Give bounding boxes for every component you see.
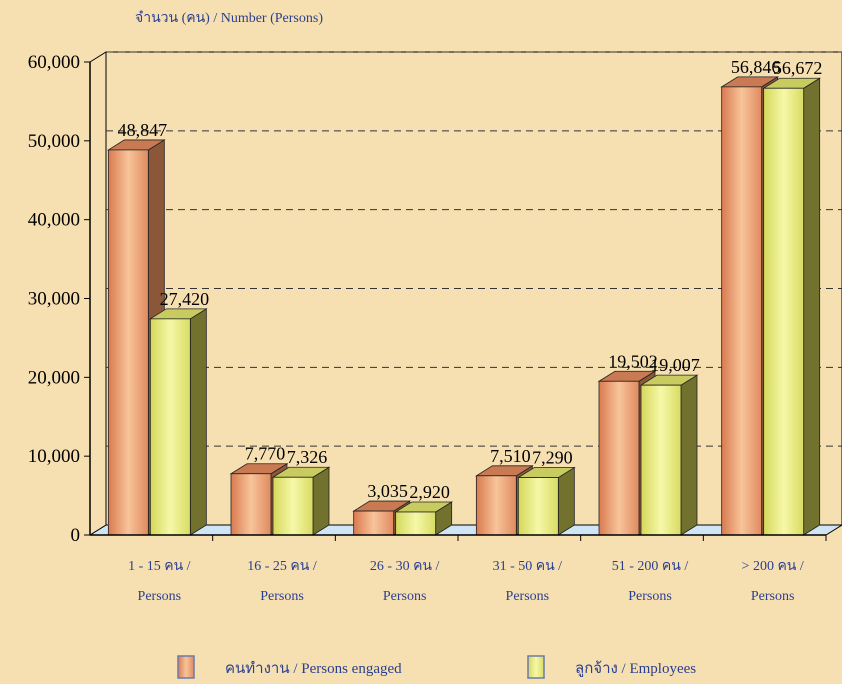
- bar: [148, 308, 208, 536]
- bar-side: [557, 466, 575, 536]
- x-tick-label: 51 - 200 คน /: [612, 559, 689, 574]
- y-tick-label: 60,000: [28, 52, 80, 73]
- bar: [516, 466, 576, 536]
- x-tick-label: 1 - 15 คน /: [128, 559, 191, 574]
- x-tick-label: Persons: [138, 589, 182, 604]
- y-axis-label: จำนวน (คน) / Number (Persons): [135, 11, 323, 26]
- bar-front: [721, 86, 763, 536]
- y-tick-label: 0: [71, 525, 81, 546]
- legend-swatch: [177, 655, 195, 679]
- x-tick-label: Persons: [751, 589, 795, 604]
- bar-front: [475, 475, 517, 536]
- y-tick-label: 30,000: [28, 289, 80, 310]
- bar-front: [763, 87, 805, 536]
- value-label: 7,770: [245, 444, 286, 464]
- x-tick-label: 31 - 50 คน /: [493, 559, 563, 574]
- y-tick-label: 50,000: [28, 131, 80, 152]
- x-tick-label: > 200 คน /: [742, 559, 804, 574]
- bar-front: [107, 149, 149, 536]
- bar-front: [395, 511, 437, 536]
- bar-front: [272, 476, 314, 536]
- bar-side: [189, 308, 207, 536]
- x-tick-label: Persons: [260, 589, 304, 604]
- legend-label: ลูกจ้าง / Employees: [575, 660, 696, 677]
- bar: [762, 77, 822, 536]
- value-label: 2,920: [409, 482, 450, 502]
- bar-front: [517, 477, 559, 536]
- bar-front: [598, 380, 640, 536]
- x-tick-label: Persons: [383, 589, 427, 604]
- x-tick-label: 26 - 30 คน /: [370, 559, 440, 574]
- y-tick-label: 40,000: [28, 210, 80, 231]
- bar: [271, 466, 331, 536]
- side-wall: [89, 51, 107, 536]
- bar-front: [640, 384, 682, 536]
- x-tick-label: Persons: [506, 589, 550, 604]
- value-label: 27,420: [160, 289, 210, 309]
- legend-label: คนทำงาน / Persons engaged: [225, 660, 402, 677]
- value-label: 19,007: [650, 355, 700, 375]
- value-label: 56,672: [773, 58, 823, 78]
- x-tick-label: 16 - 25 คน /: [247, 559, 317, 574]
- bar: [394, 501, 454, 536]
- bar-front: [149, 318, 191, 536]
- value-label: 48,847: [118, 120, 168, 140]
- bar-side: [803, 77, 821, 536]
- value-label: 7,290: [532, 448, 573, 468]
- value-label: 19,502: [608, 351, 658, 371]
- y-tick-label: 20,000: [28, 367, 80, 388]
- value-label: 3,035: [367, 481, 408, 501]
- bar-side: [312, 466, 330, 536]
- value-label: 7,510: [490, 446, 531, 466]
- value-label: 56,846: [731, 57, 781, 77]
- bar-front: [230, 473, 272, 536]
- bar: [639, 374, 699, 536]
- x-tick-label: Persons: [628, 589, 672, 604]
- value-label: 7,326: [287, 447, 328, 467]
- bar-side: [680, 374, 698, 536]
- bar-front: [353, 510, 395, 536]
- y-tick-label: 10,000: [28, 446, 80, 467]
- legend-swatch: [527, 655, 545, 679]
